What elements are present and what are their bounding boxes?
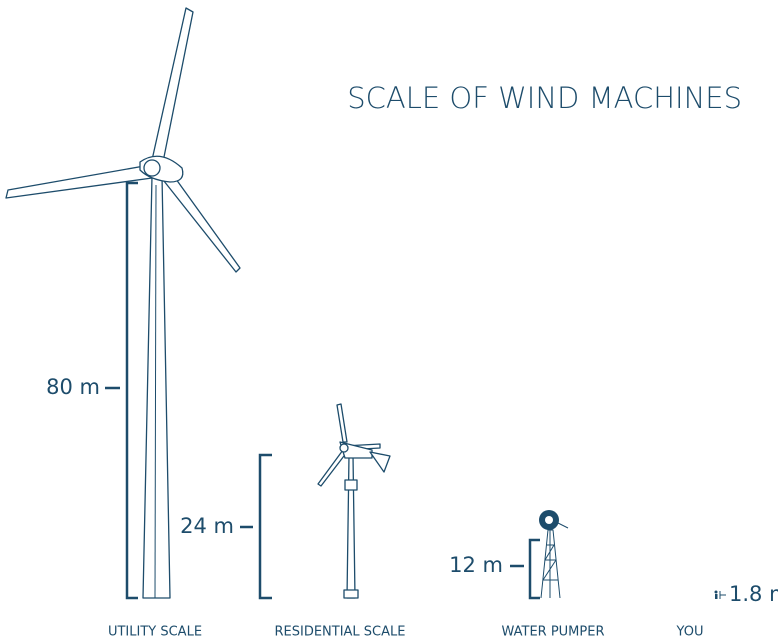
- title: SCALE OF WIND MACHINES: [347, 81, 742, 115]
- machine-name: UTILITY SCALE: [108, 625, 202, 640]
- utility-turbine: [6, 8, 240, 598]
- residential-turbine: [318, 404, 390, 598]
- residential-bracket: [240, 455, 272, 598]
- height-label: 1.8 m: [729, 582, 778, 606]
- height-label: 12 m: [449, 553, 503, 577]
- person: [715, 591, 727, 600]
- height-label: 80 m: [46, 375, 100, 399]
- height-label: 24 m: [180, 514, 234, 538]
- utility-bracket: [105, 183, 138, 598]
- machine-name: YOU: [676, 625, 704, 640]
- water-pumper: [539, 510, 568, 598]
- infographic: SCALE OF WIND MACHINES 80 m 24 m: [0, 0, 778, 640]
- machine-name: WATER PUMPER: [501, 625, 604, 640]
- machine-name: RESIDENTIAL SCALE: [274, 625, 405, 640]
- pumper-bracket: [510, 540, 540, 598]
